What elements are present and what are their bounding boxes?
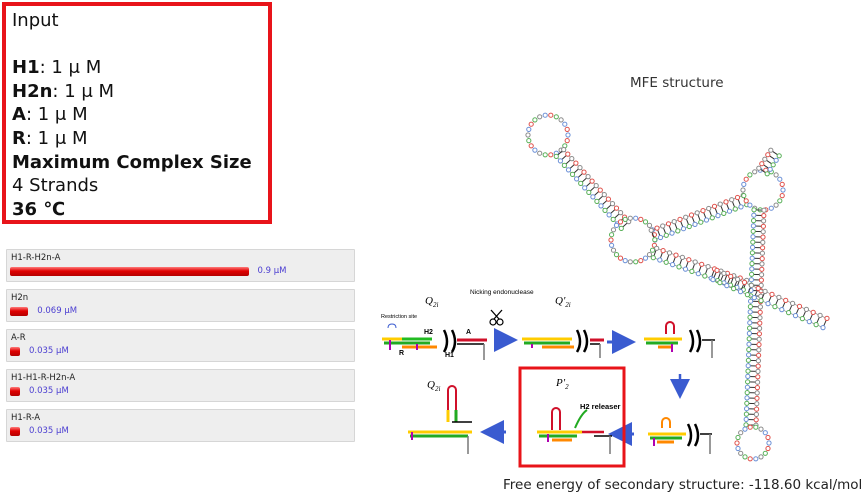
h1-label: H1 (445, 352, 454, 359)
q2i-label: Q2i (425, 295, 438, 309)
complex-intermediate-1 (644, 321, 715, 358)
complex-intermediate-2 (648, 417, 712, 454)
scissors-icon (489, 309, 504, 326)
complex-row[interactable]: A-R 0.035 μM (6, 329, 355, 362)
complex-name: H1-R-A (11, 413, 41, 423)
mfe-structure-title: MFE structure (630, 75, 724, 91)
concentration-value: 0.069 μM (37, 306, 78, 316)
complex-concentration-list: H1-R-H2n-A 0.9 μM H2n 0.069 μM A-R 0.035… (6, 249, 355, 449)
complex-name: H2n (11, 293, 29, 303)
concentration-value: 0.035 μM (29, 386, 69, 396)
complex-q2i: H2 H1 A R (382, 323, 487, 360)
q2i-label-bottom: Q2i (427, 379, 440, 393)
p2-label: P'2 (555, 377, 569, 391)
input-title: Input (12, 10, 59, 31)
input-panel: Input H1: 1 μ M H2n: 1 μ M A: 1 μ M R: 1… (2, 2, 272, 224)
complex-name: A-R (11, 333, 26, 343)
concentration-value: 0.035 μM (29, 426, 69, 436)
mfe-structure-diagram (525, 112, 830, 462)
temperature: 36 ℃ (12, 198, 66, 220)
complex-row[interactable]: H1-H1-R-H2n-A 0.035 μM (6, 369, 355, 402)
complex-q2i-prime (522, 329, 604, 358)
concentration-bar (10, 307, 29, 316)
concentration-value: 0.035 μM (29, 346, 69, 356)
nicking-label: Nicking endonuclease (470, 289, 534, 296)
complex-name: H1-H1-R-H2n-A (11, 373, 76, 383)
input-row-h2n: H2n: 1 μ M (12, 80, 115, 102)
complex-row[interactable]: H1-R-H2n-A 0.9 μM (6, 249, 355, 282)
complex-row[interactable]: H1-R-A 0.035 μM (6, 409, 355, 442)
max-complex-value: 4 Strands (12, 175, 99, 197)
concentration-bar (10, 267, 249, 276)
concentration-bar (10, 387, 20, 396)
h2-releaser-label: H2 releaser (580, 402, 621, 411)
input-row-h1: H1: 1 μ M (12, 57, 102, 79)
complex-p2-prime: P'2 H2 releaser (537, 377, 621, 454)
input-row-r: R: 1 μ M (12, 127, 88, 149)
reaction-scheme: Q2i Q'2i Nicking endonuclease Restrictio… (381, 289, 715, 468)
concentration-bar (10, 347, 20, 356)
q2i-prime-label: Q'2i (555, 295, 571, 309)
complex-q2i-regenerated: Q2i (408, 379, 472, 454)
input-row-a: A: 1 μ M (12, 104, 88, 126)
p2-highlight-box (518, 366, 626, 468)
secondary-structure-art (525, 112, 830, 462)
concentration-value: 0.9 μM (257, 266, 287, 276)
r-label: R (399, 350, 404, 357)
h2-label: H2 (424, 329, 433, 336)
a-label: A (466, 329, 471, 336)
concentration-bar (10, 427, 20, 436)
restriction-site-label: Restriction site (381, 314, 417, 320)
free-energy-text: Free energy of secondary structure: -118… (503, 477, 863, 493)
complex-row[interactable]: H2n 0.069 μM (6, 289, 355, 322)
max-complex-label: Maximum Complex Size (12, 151, 252, 173)
complex-name: H1-R-H2n-A (11, 253, 61, 263)
